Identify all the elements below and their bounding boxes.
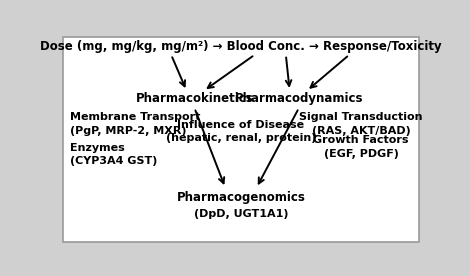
Text: Signal Transduction
(RAS, AKT/BAD): Signal Transduction (RAS, AKT/BAD) (299, 112, 423, 136)
Text: Pharmacokinetics: Pharmacokinetics (135, 92, 253, 105)
FancyBboxPatch shape (63, 37, 419, 242)
Text: Growth Factors
(EGF, PDGF): Growth Factors (EGF, PDGF) (313, 136, 409, 159)
Text: Pharmacodynamics: Pharmacodynamics (235, 92, 363, 105)
Text: Influence of Disease
(hepatic, renal, protein): Influence of Disease (hepatic, renal, pr… (166, 120, 316, 143)
Text: Enzymes
(CYP3A4 GST): Enzymes (CYP3A4 GST) (70, 143, 158, 166)
Text: (DpD, UGT1A1): (DpD, UGT1A1) (194, 209, 288, 219)
Text: Pharmacogenomics: Pharmacogenomics (176, 191, 306, 204)
Text: Membrane Transport
(PgP, MRP-2, MXR): Membrane Transport (PgP, MRP-2, MXR) (70, 112, 201, 136)
Text: Dose (mg, mg/kg, mg/m²) → Blood Conc. → Response/Toxicity: Dose (mg, mg/kg, mg/m²) → Blood Conc. → … (40, 41, 442, 54)
